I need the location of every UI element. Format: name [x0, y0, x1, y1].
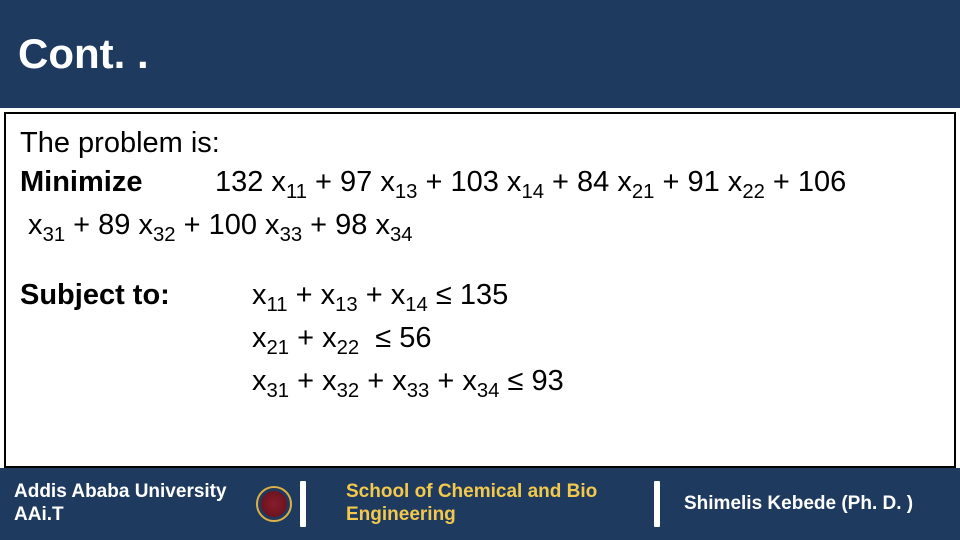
footer-center: School of Chemical and Bio Engineering — [306, 468, 654, 540]
title-bar: Cont. . — [0, 0, 960, 108]
footer-right: Shimelis Kebede (Ph. D. ) — [660, 468, 960, 540]
objective-line2: x31 + 89 x32 + 100 x33 + 98 x34 — [20, 206, 940, 249]
subject-to-row: Subject to: x11 + x13 + x14 ≤ 135 — [20, 276, 940, 319]
minimize-label: Minimize — [20, 166, 142, 198]
slide-title: Cont. . — [18, 30, 149, 78]
school-name: School of Chemical and Bio Engineering — [346, 481, 597, 527]
constraint-2: x21 + x22 ≤ 56 — [252, 319, 940, 362]
obj-part1: 132 x11 + 97 x13 + 103 x14 + 84 x21 + 91… — [215, 166, 846, 198]
footer: Addis Ababa University AAi.T School of C… — [0, 468, 960, 540]
subject-to-label: Subject to: — [20, 276, 252, 319]
footer-left: Addis Ababa University AAi.T — [0, 468, 300, 540]
constraint-3: x31 + x32 + x33 + x34 ≤ 93 — [252, 362, 940, 405]
content-box: The problem is: Minimize 132 x11 + 97 x1… — [4, 112, 956, 468]
author-name: Shimelis Kebede (Ph. D. ) — [684, 493, 913, 516]
objective-line: Minimize 132 x11 + 97 x13 + 103 x14 + 84… — [20, 163, 940, 206]
slide: Cont. . The problem is: Minimize 132 x11… — [0, 0, 960, 540]
intro-line: The problem is: — [20, 124, 940, 163]
constraint-1: x11 + x13 + x14 ≤ 135 — [252, 276, 508, 319]
university-name: Addis Ababa University AAi.T — [14, 481, 227, 527]
university-seal-icon — [256, 486, 292, 522]
